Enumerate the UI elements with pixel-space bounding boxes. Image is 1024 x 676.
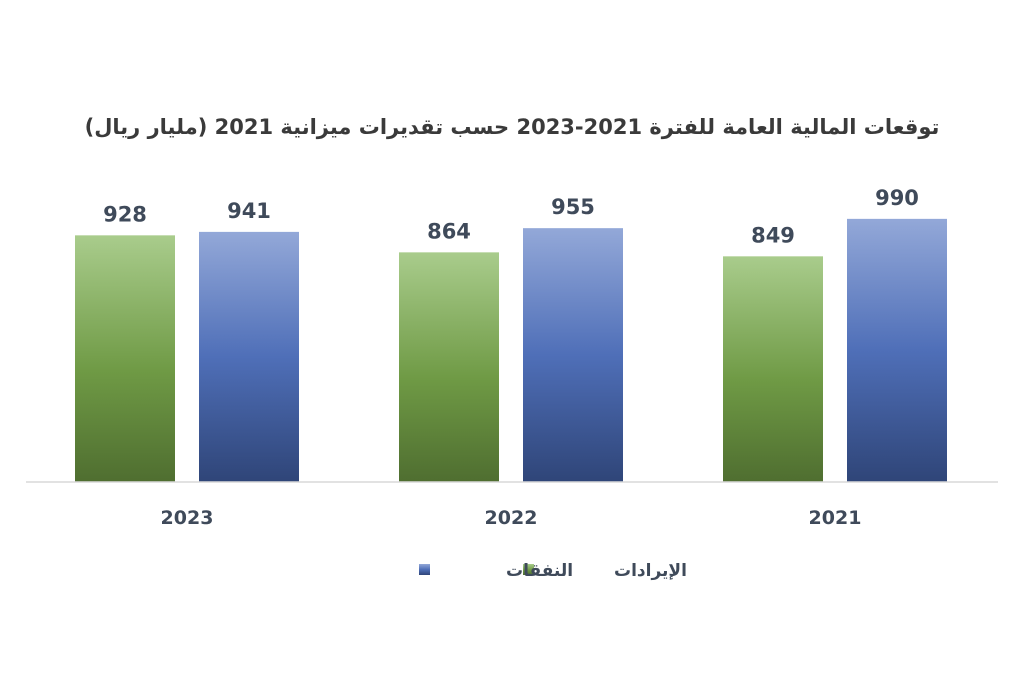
legend: الإيرادات النفقات bbox=[419, 561, 687, 581]
value-label-expenditure-2023: 941 bbox=[227, 199, 271, 223]
value-label-revenue-2021: 849 bbox=[751, 223, 795, 247]
bar-expenditure-2022 bbox=[523, 228, 623, 482]
bar-expenditure-2021 bbox=[847, 218, 947, 482]
value-label-expenditure-2021: 990 bbox=[875, 186, 919, 210]
value-label-revenue-2022: 864 bbox=[427, 219, 471, 243]
value-label-revenue-2023: 928 bbox=[103, 202, 147, 226]
value-label-expenditure-2022: 955 bbox=[551, 195, 595, 219]
legend-swatch-revenue bbox=[523, 564, 534, 575]
bar-revenue-2021 bbox=[723, 256, 823, 482]
legend-swatch-expenditure bbox=[419, 564, 430, 575]
category-label-2022: 2022 bbox=[485, 507, 538, 529]
category-labels-layer: 2023 2022 2021 bbox=[161, 507, 862, 529]
chart-title: توقعات المالية العامة للفترة 2021-2023 ح… bbox=[85, 115, 940, 139]
legend-label-revenue: الإيرادات bbox=[614, 561, 687, 581]
bar-expenditure-2023 bbox=[199, 231, 299, 482]
bar-revenue-2022 bbox=[399, 252, 499, 482]
legend-label-expenditure: النفقات bbox=[506, 561, 573, 581]
bar-revenue-2023 bbox=[75, 235, 175, 482]
bars-layer bbox=[75, 218, 947, 482]
category-label-2021: 2021 bbox=[809, 507, 862, 529]
value-labels-layer: 928 941 864 955 849 990 bbox=[103, 186, 919, 247]
category-label-2023: 2023 bbox=[161, 507, 214, 529]
